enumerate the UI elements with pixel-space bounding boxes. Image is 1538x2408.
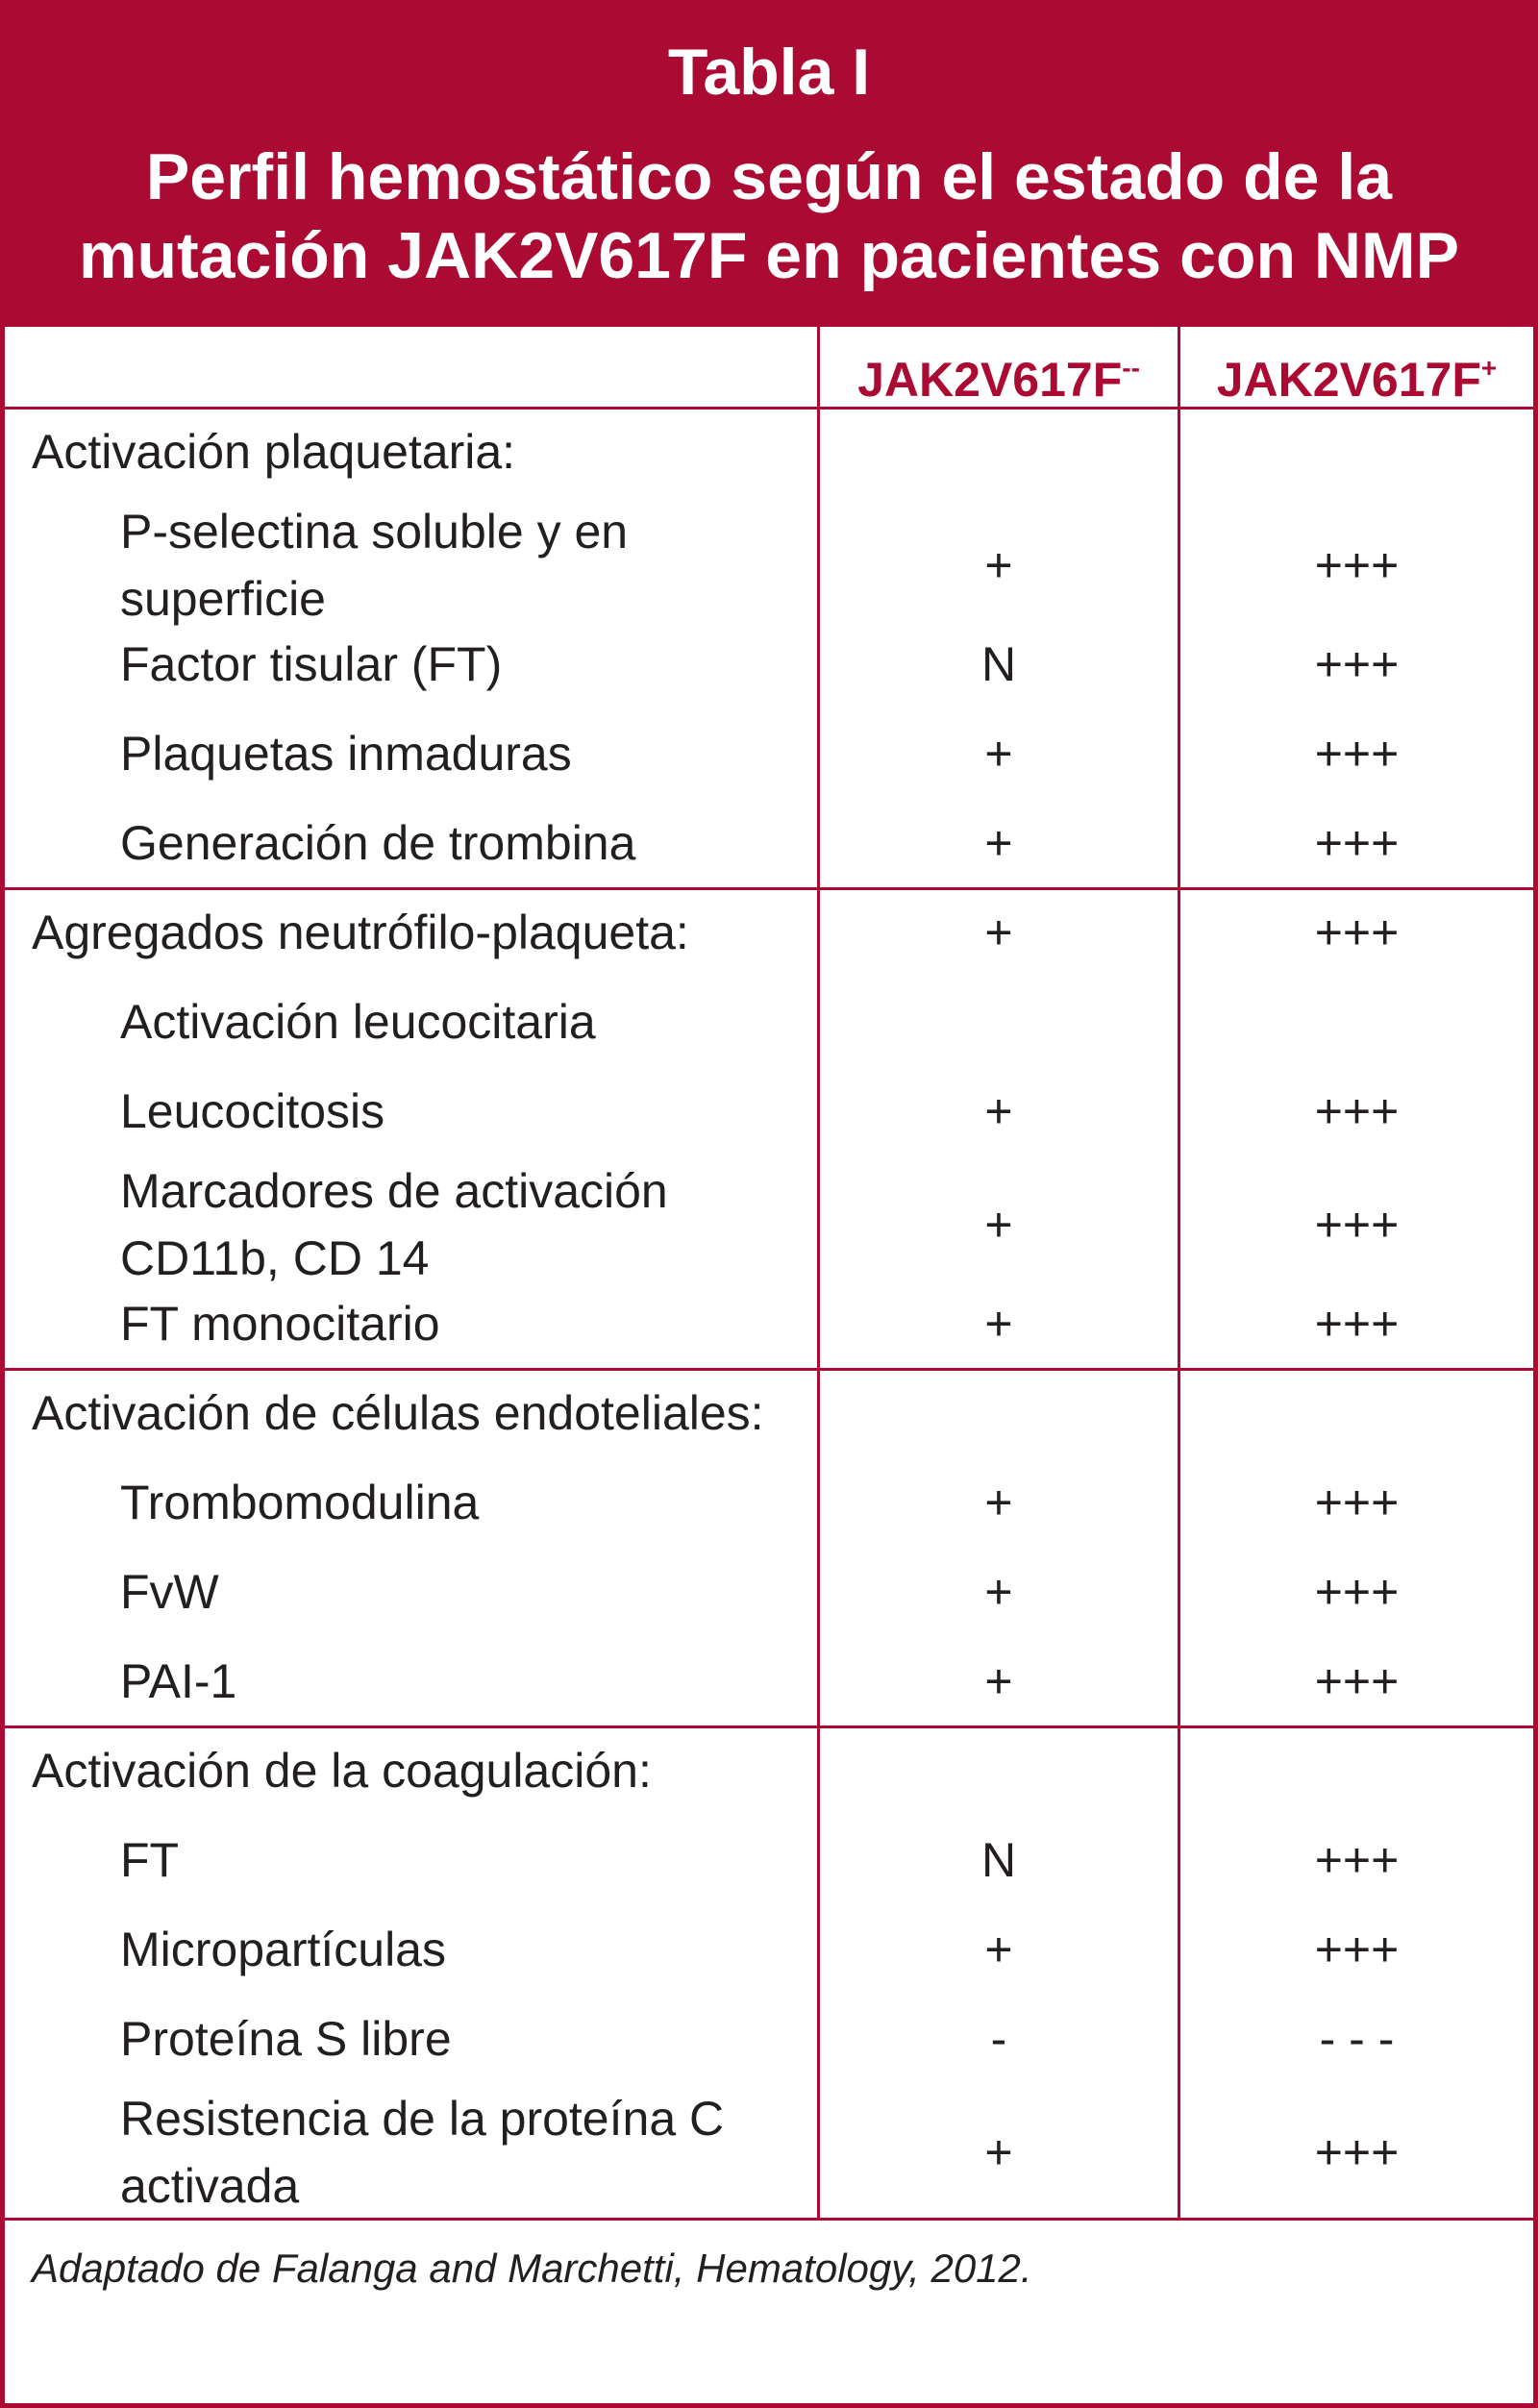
table-title-line-1: Perfil hemostático según el estado de la (145, 140, 1393, 213)
source-note: Adaptado de Falanga and Marchetti, Hemat… (32, 2246, 1032, 2291)
section-divider (5, 887, 1533, 890)
section-label: Activación de la coagulación: (32, 1744, 652, 1798)
row-label: Trombomodulina (120, 1476, 480, 1529)
row-label: Activación leucocitaria (120, 995, 596, 1049)
row-label: Plaquetas inmaduras (120, 727, 572, 781)
value-negative: + (984, 1297, 1013, 1351)
value-positive: +++ (1314, 637, 1400, 691)
value-positive: +++ (1314, 2125, 1400, 2179)
value-negative: + (984, 727, 1013, 781)
row-label: Marcadores de activación CD11b, CD 14 (120, 1164, 668, 1285)
value-negative: - (990, 2012, 1007, 2066)
column-divider (817, 327, 820, 2218)
section-label: Activación de células endoteliales: (32, 1386, 764, 1440)
value-negative: + (984, 1654, 1013, 1708)
value-positive: +++ (1314, 906, 1400, 959)
value-negative: + (984, 1198, 1013, 1252)
value-positive: +++ (1314, 1198, 1400, 1252)
section-label: Activación plaquetaria: (32, 425, 516, 479)
table-title-line-2: mutación JAK2V617F en pacientes con NMP (79, 219, 1459, 292)
title-band: Tabla I Perfil hemostático según el esta… (5, 5, 1533, 327)
row-label: P-selectina soluble y en superficie (120, 505, 629, 626)
row-label: Resistencia de la proteína C activada (120, 2092, 725, 2213)
column-header-negative-text: JAK2V617F (857, 353, 1123, 407)
row-label: Generación de trombina (120, 816, 636, 870)
value-positive: +++ (1314, 727, 1400, 781)
row-label: PAI-1 (120, 1654, 237, 1708)
column-header-negative-sup: -- (1122, 353, 1140, 383)
column-header-positive: JAK2V617F+ (1180, 327, 1533, 409)
row-label: FvW (120, 1565, 219, 1619)
value-negative: + (984, 2125, 1013, 2179)
value-negative: + (984, 538, 1013, 592)
value-positive: +++ (1314, 1833, 1400, 1887)
value-negative: + (984, 816, 1013, 870)
value-positive: - - - (1319, 2012, 1395, 2066)
value-negative: N (980, 1833, 1017, 1887)
value-negative: + (984, 906, 1013, 959)
header-divider (5, 407, 1533, 410)
table-title: Perfil hemostático según el estado de la… (5, 137, 1533, 295)
value-positive: +++ (1314, 1923, 1400, 1976)
value-positive: +++ (1314, 1297, 1400, 1351)
section-divider (5, 1725, 1533, 1728)
value-negative: + (984, 1476, 1013, 1529)
value-positive: +++ (1314, 538, 1400, 592)
row-label: FT monocitario (120, 1297, 440, 1351)
row-label: FT (120, 1833, 180, 1887)
footer-divider (5, 2218, 1533, 2221)
value-positive: +++ (1314, 1654, 1400, 1708)
value-negative: + (984, 1923, 1013, 1976)
column-divider (1178, 327, 1180, 2218)
value-negative: N (980, 637, 1017, 691)
section-divider (5, 1368, 1533, 1371)
value-positive: +++ (1314, 1476, 1400, 1529)
section-label: Agregados neutrófilo-plaqueta: (32, 906, 689, 959)
value-positive: +++ (1314, 1565, 1400, 1619)
row-label: Factor tisular (FT) (120, 637, 503, 691)
value-positive: +++ (1314, 816, 1400, 870)
value-positive: +++ (1314, 1084, 1400, 1138)
value-negative: + (984, 1084, 1013, 1138)
table-number: Tabla I (667, 36, 871, 109)
column-header-positive-sup: + (1480, 353, 1498, 383)
row-label: Proteína S libre (120, 2012, 452, 2066)
row-label: Leucocitosis (120, 1084, 385, 1138)
column-header-negative: JAK2V617F-- (820, 327, 1178, 409)
row-label: Micropartículas (120, 1923, 446, 1976)
column-header-positive-text: JAK2V617F (1216, 353, 1481, 407)
value-negative: + (984, 1565, 1013, 1619)
